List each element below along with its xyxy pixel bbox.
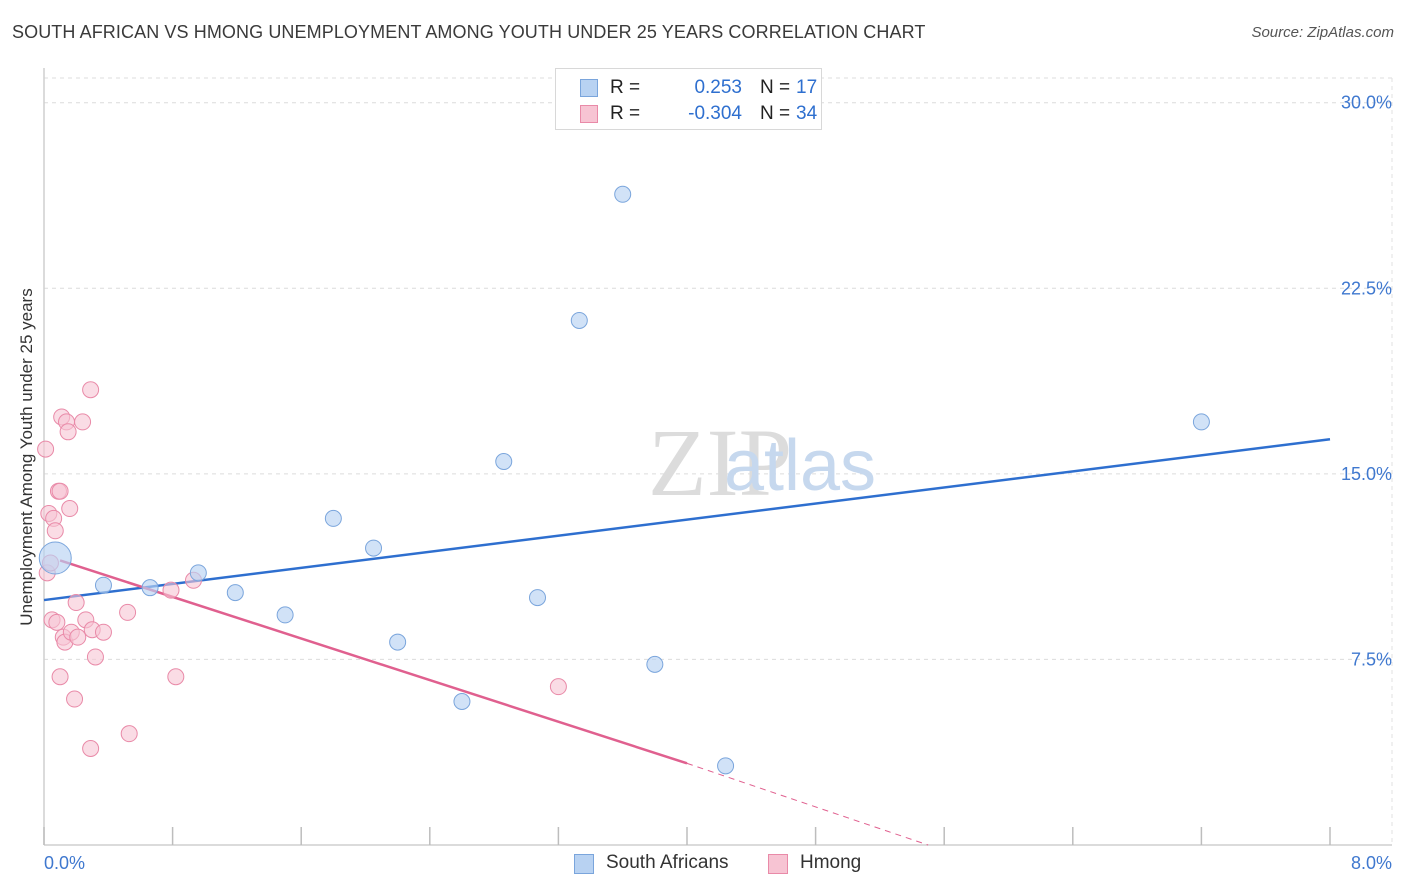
data-point-hmong [46, 522, 64, 540]
trend-line-south-africans [43, 437, 1331, 602]
legend-swatch-pink [768, 854, 788, 874]
y-tick-label: 15.0% [1341, 464, 1392, 484]
data-point-south-africans [495, 453, 513, 470]
data-point-south-africans [646, 655, 664, 673]
source-label: Source: ZipAtlas.com [1251, 24, 1394, 41]
data-point-hmong [59, 423, 77, 441]
data-point-south-africans [614, 185, 632, 203]
data-point-south-africans [324, 509, 342, 527]
data-point-south-africans [276, 606, 294, 624]
y-tick-label: 7.5% [1351, 649, 1392, 669]
data-point-south-africans [529, 589, 547, 607]
data-point-hmong [66, 690, 84, 708]
tick-labels: 7.5% 15.0% 22.5% 30.0% 0.0% 8.0% [44, 93, 1392, 873]
data-point-hmong [549, 678, 567, 696]
trend-line-hmong-extension [686, 762, 929, 846]
x-tick-label: 8.0% [1351, 853, 1392, 873]
legend-label-south-africans: South Africans [606, 852, 729, 873]
watermark-zip: ZIP [648, 409, 792, 516]
data-point-hmong [37, 440, 55, 458]
data-point-hmong [167, 668, 185, 686]
data-point-hmong [120, 725, 138, 743]
legend-n-value: 34 [796, 103, 818, 124]
data-point-south-africans [717, 757, 735, 775]
data-point-south-africans [365, 539, 383, 557]
legend-r-value: -0.304 [688, 103, 742, 124]
legend-r-value: 0.253 [694, 77, 742, 98]
legend-swatch-blue [580, 79, 598, 97]
data-point-hmong [61, 500, 79, 518]
legend-swatch-pink [580, 105, 598, 123]
watermark-atlas: atlas [724, 426, 876, 506]
data-point-south-africans [189, 564, 207, 582]
x-tick-label: 0.0% [44, 853, 85, 873]
data-point-south-africans [453, 692, 471, 710]
legend-n-label: N = [760, 103, 791, 124]
legend-label-hmong: Hmong [800, 852, 862, 873]
data-point-south-africans [94, 576, 112, 594]
data-point-south-africans [1192, 413, 1210, 431]
data-point-hmong [69, 628, 87, 646]
data-point-south-africans [226, 584, 244, 602]
data-point-hmong [119, 603, 137, 621]
data-point-south-africans [389, 633, 407, 651]
chart-title: SOUTH AFRICAN VS HMONG UNEMPLOYMENT AMON… [12, 22, 926, 42]
legend-n-label: N = [760, 77, 791, 98]
legend-n-value: 17 [796, 77, 818, 98]
data-point-south-africans [570, 311, 588, 329]
data-point-hmong [82, 740, 100, 758]
y-tick-label: 22.5% [1341, 278, 1392, 298]
data-point-south-africans [38, 541, 72, 575]
data-points [37, 185, 1210, 775]
correlation-legend: R = 0.253 N = 17 R = -0.304 N = 34 [555, 68, 822, 130]
data-point-hmong [51, 482, 69, 500]
legend-r-label: R = [610, 103, 641, 124]
data-point-hmong [162, 581, 180, 599]
data-point-south-africans [141, 579, 159, 597]
data-point-hmong [94, 623, 112, 641]
data-point-hmong [82, 381, 100, 399]
data-point-hmong [67, 594, 85, 612]
data-point-hmong [74, 413, 92, 431]
legend-swatch-blue [574, 854, 594, 874]
legend-r-label: R = [610, 77, 641, 98]
data-point-hmong [51, 668, 69, 686]
data-point-hmong [48, 613, 66, 631]
y-tick-label: 30.0% [1341, 93, 1392, 113]
data-point-hmong [86, 648, 104, 666]
